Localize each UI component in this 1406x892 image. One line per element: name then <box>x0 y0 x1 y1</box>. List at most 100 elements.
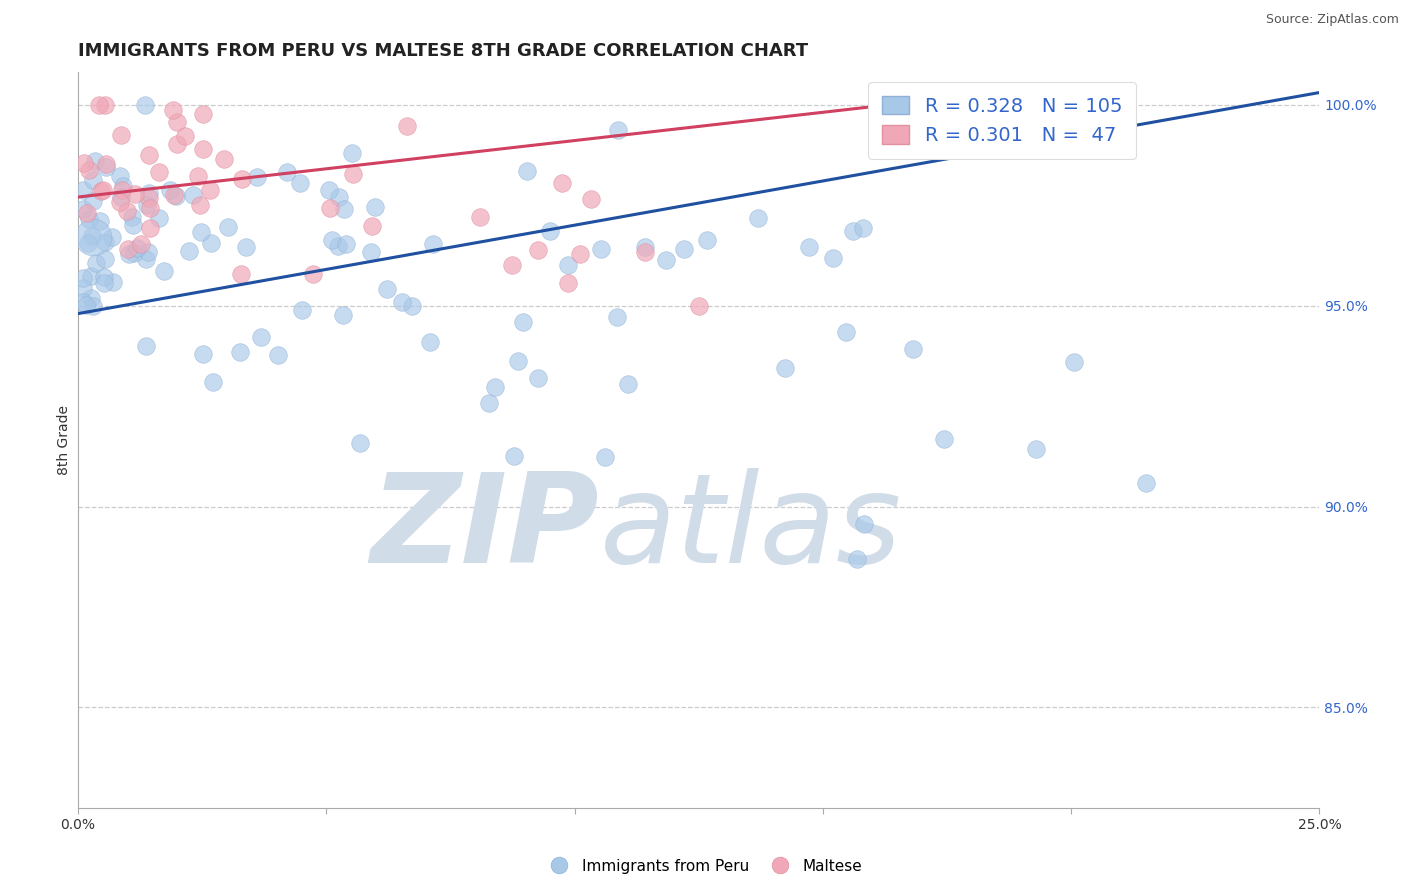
Point <box>634 240 657 254</box>
Point <box>301 267 323 281</box>
Point <box>72 270 94 285</box>
Point <box>101 230 124 244</box>
Point <box>94 160 117 174</box>
Point <box>80 229 103 244</box>
Point <box>77 163 100 178</box>
Point <box>527 370 550 384</box>
Point <box>478 396 501 410</box>
Point <box>179 244 201 258</box>
Point <box>229 268 252 282</box>
Point <box>1135 475 1157 490</box>
Point <box>391 294 413 309</box>
Point <box>83 154 105 169</box>
Point <box>121 218 143 232</box>
Point <box>852 220 875 235</box>
Point <box>557 258 579 272</box>
Point <box>101 275 124 289</box>
Y-axis label: 8th Grade: 8th Grade <box>58 405 72 475</box>
Point <box>333 202 356 216</box>
Point <box>72 294 94 309</box>
Point <box>82 230 104 244</box>
Point <box>470 211 492 225</box>
Point <box>569 247 592 261</box>
Point <box>80 268 103 283</box>
Point <box>108 195 131 210</box>
Point <box>198 183 221 197</box>
Point <box>747 211 769 225</box>
Point <box>166 115 188 129</box>
Point <box>87 97 110 112</box>
Point <box>135 339 157 353</box>
Point <box>76 206 98 220</box>
Point <box>595 450 617 465</box>
Point <box>267 348 290 362</box>
Point <box>634 245 657 260</box>
Point <box>187 169 209 184</box>
Point <box>202 375 225 389</box>
Point <box>191 142 214 156</box>
Point <box>506 354 529 368</box>
Point <box>246 170 269 185</box>
Point <box>165 189 187 203</box>
Point <box>190 225 212 239</box>
Point <box>591 242 613 256</box>
Point <box>395 120 418 134</box>
Point <box>93 97 115 112</box>
Point <box>153 264 176 278</box>
Text: ZIP: ZIP <box>371 468 599 589</box>
Point <box>401 299 423 313</box>
Point <box>75 298 97 312</box>
Point <box>581 192 603 206</box>
Point <box>117 242 139 256</box>
Point <box>181 187 204 202</box>
Point <box>110 169 132 184</box>
Legend: R = 0.328   N = 105, R = 0.301   N =  47: R = 0.328 N = 105, R = 0.301 N = 47 <box>869 82 1136 159</box>
Point <box>606 123 628 137</box>
Point <box>360 219 382 234</box>
Point <box>835 325 858 339</box>
Point <box>501 258 523 272</box>
Point <box>84 256 107 270</box>
Point <box>229 344 252 359</box>
Point <box>328 190 350 204</box>
Point <box>360 245 382 260</box>
Point <box>166 136 188 151</box>
Point <box>235 240 257 254</box>
Point <box>932 432 955 446</box>
Point <box>135 252 157 267</box>
Point <box>332 308 354 322</box>
Point <box>606 310 628 324</box>
Point <box>111 183 134 197</box>
Point <box>139 201 162 215</box>
Point <box>82 194 104 208</box>
Point <box>93 269 115 284</box>
Point <box>110 128 132 142</box>
Point <box>212 152 235 166</box>
Point <box>162 187 184 202</box>
Point <box>349 435 371 450</box>
Point <box>696 233 718 247</box>
Point <box>159 183 181 197</box>
Point <box>512 315 534 329</box>
Point <box>516 163 538 178</box>
Point <box>76 236 98 251</box>
Point <box>135 198 157 212</box>
Point <box>134 97 156 112</box>
Point <box>94 235 117 249</box>
Point <box>342 146 364 161</box>
Point <box>125 241 148 255</box>
Text: atlas: atlas <box>599 468 901 589</box>
Point <box>617 376 640 391</box>
Point <box>502 449 524 463</box>
Point <box>148 165 170 179</box>
Point <box>118 247 141 261</box>
Point <box>188 197 211 211</box>
Point <box>842 224 865 238</box>
Point <box>174 128 197 143</box>
Point <box>797 239 820 253</box>
Point <box>139 221 162 235</box>
Point <box>821 251 844 265</box>
Text: Source: ZipAtlas.com: Source: ZipAtlas.com <box>1265 13 1399 27</box>
Point <box>419 335 441 350</box>
Point <box>110 190 132 204</box>
